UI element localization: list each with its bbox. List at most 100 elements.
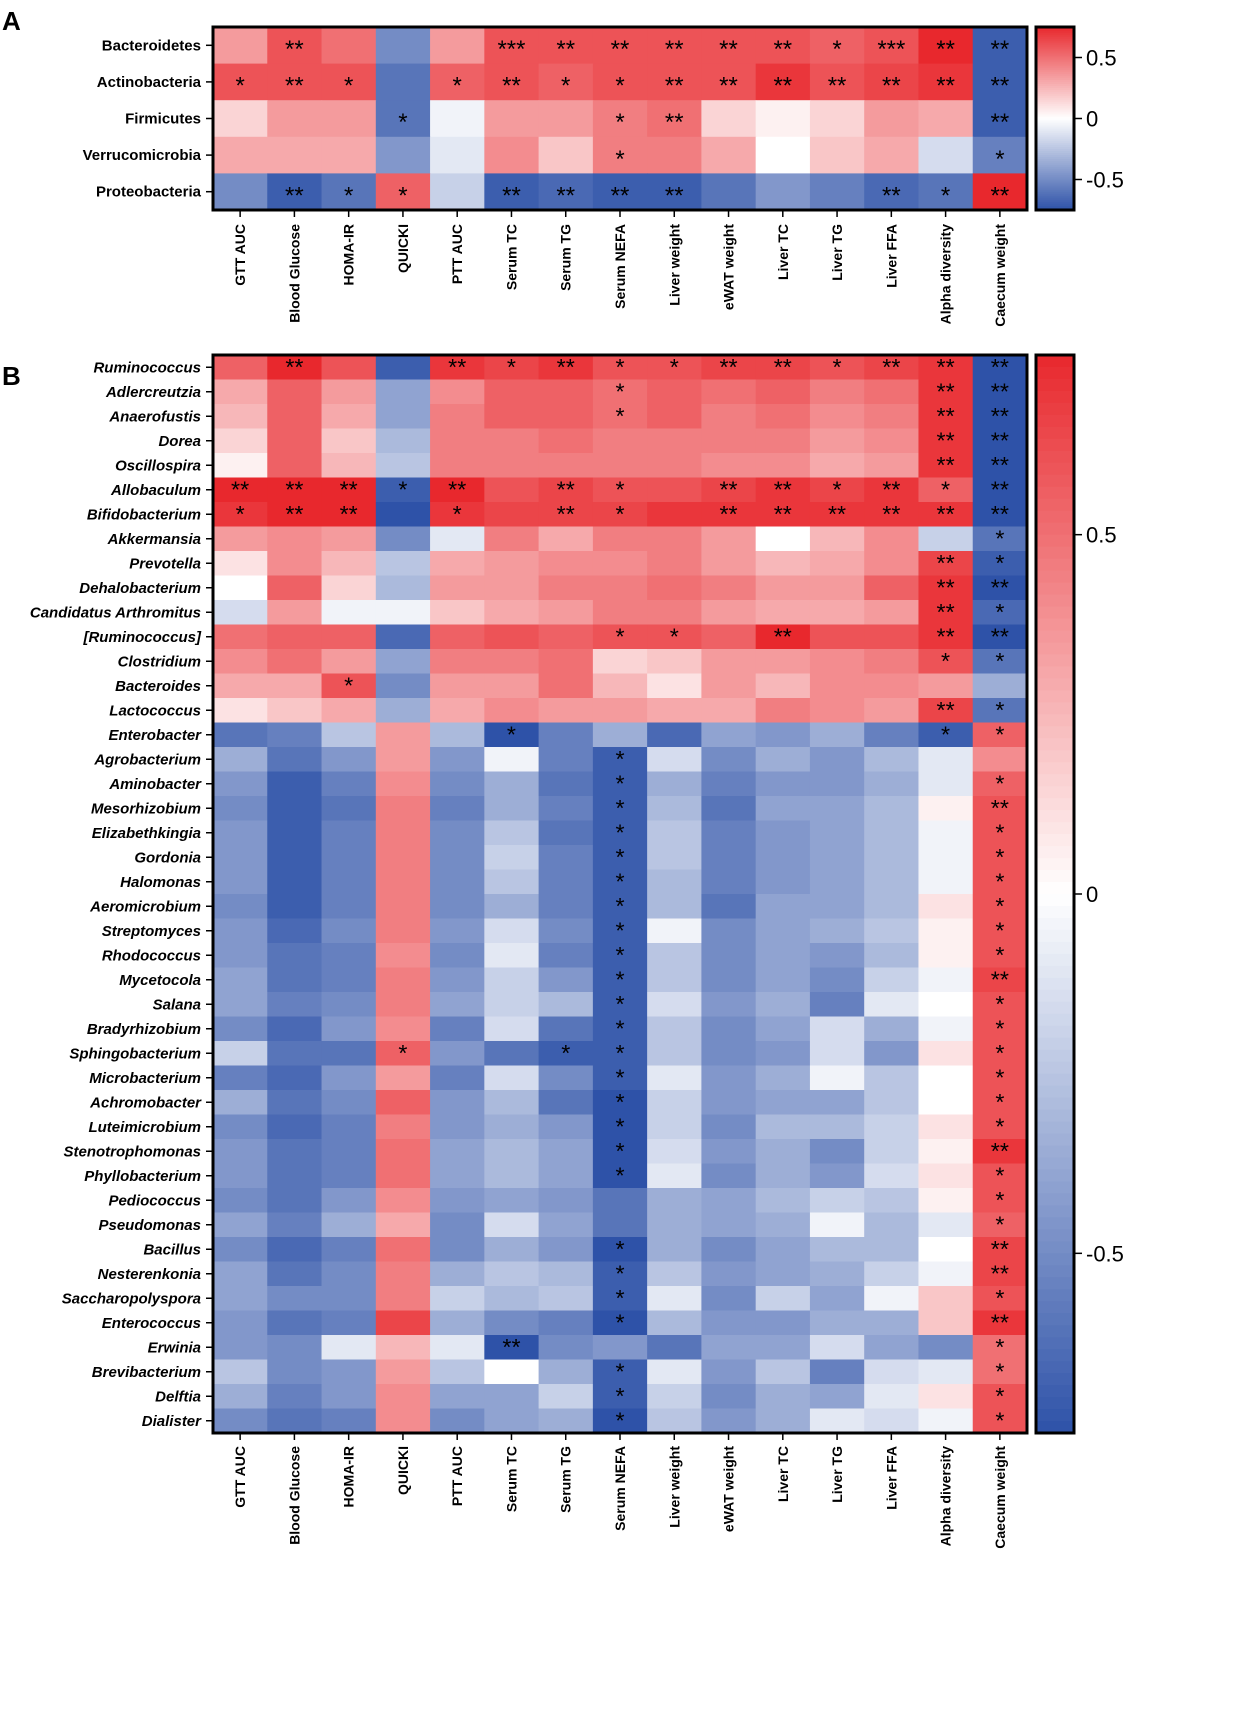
column-label: Blood Glucose bbox=[286, 1446, 302, 1545]
heatmap-cell bbox=[430, 100, 485, 138]
heatmap-cell bbox=[321, 673, 377, 699]
significance-stars: * bbox=[615, 1408, 624, 1434]
heatmap-cell bbox=[647, 428, 702, 454]
heatmap-cell bbox=[267, 698, 323, 724]
heatmap-cell bbox=[809, 526, 865, 552]
heatmap-cell bbox=[375, 747, 431, 773]
row-label: Delftia bbox=[155, 1388, 201, 1405]
heatmap-cell bbox=[484, 27, 540, 65]
significance-stars: * bbox=[615, 746, 624, 772]
heatmap-cell bbox=[864, 477, 920, 503]
significance-stars: ** bbox=[882, 73, 901, 100]
colorbar-segment bbox=[1036, 1073, 1074, 1087]
significance-stars: * bbox=[941, 477, 950, 503]
heatmap-cell bbox=[809, 1163, 865, 1189]
heatmap-cell bbox=[213, 1016, 268, 1042]
heatmap-cell bbox=[484, 63, 540, 101]
heatmap-cell bbox=[430, 63, 485, 101]
heatmap-cell bbox=[918, 551, 974, 577]
heatmap-cell bbox=[864, 453, 920, 479]
significance-stars: * bbox=[615, 942, 624, 968]
significance-stars: ** bbox=[556, 182, 575, 209]
colorbar-segment bbox=[1036, 546, 1074, 560]
heatmap-cell bbox=[809, 1384, 865, 1410]
heatmap-cell bbox=[484, 1408, 540, 1434]
significance-stars: * bbox=[995, 1408, 1004, 1434]
colorbar-segment bbox=[1036, 474, 1074, 488]
heatmap-cell bbox=[484, 1359, 540, 1385]
heatmap-cell bbox=[484, 796, 540, 822]
heatmap-cell bbox=[647, 624, 702, 650]
heatmap-cell bbox=[213, 918, 268, 944]
significance-stars: ** bbox=[828, 73, 847, 100]
row-label: Agrobacterium bbox=[93, 751, 201, 768]
colorbar-segment bbox=[1036, 630, 1074, 644]
column-label: Caecum weight bbox=[992, 224, 1008, 327]
heatmap-cell bbox=[213, 551, 268, 577]
significance-stars: ** bbox=[937, 575, 955, 601]
colorbar-segment bbox=[1036, 1253, 1074, 1266]
heatmap-cell bbox=[809, 63, 865, 101]
column-label: Liver TG bbox=[829, 1446, 845, 1503]
heatmap-cell bbox=[755, 1359, 811, 1385]
heatmap-cell bbox=[809, 575, 865, 601]
heatmap-cell bbox=[592, 453, 648, 479]
heatmap-cell bbox=[213, 673, 268, 699]
column-label: Liver TG bbox=[829, 224, 845, 281]
heatmap-cell bbox=[592, 526, 648, 552]
colorbar-segment bbox=[1036, 73, 1074, 77]
colorbar-segment bbox=[1036, 110, 1074, 113]
significance-stars: * bbox=[832, 36, 841, 63]
column-label: Serum TC bbox=[503, 224, 519, 290]
row-label: Verrucomicrobia bbox=[83, 147, 202, 164]
significance-stars: * bbox=[615, 1114, 624, 1140]
heatmap-cell bbox=[918, 502, 974, 528]
colorbar-segment bbox=[1036, 1109, 1074, 1123]
row-label: Pseudomonas bbox=[98, 1217, 201, 1234]
heatmap-cell bbox=[972, 136, 1028, 174]
heatmap-cell bbox=[972, 698, 1028, 724]
heatmap-cell bbox=[213, 100, 268, 138]
colorbar-tick-label: -0.5 bbox=[1086, 1241, 1124, 1266]
heatmap-cell bbox=[809, 600, 865, 626]
row-label: Nesterenkonia bbox=[98, 1266, 201, 1283]
heatmap-cell bbox=[267, 1139, 323, 1165]
heatmap-cell bbox=[701, 1237, 757, 1263]
heatmap-cell bbox=[592, 624, 648, 650]
heatmap-cell bbox=[484, 820, 540, 846]
heatmap-cell bbox=[213, 1114, 268, 1140]
heatmap-cell bbox=[267, 722, 323, 748]
heatmap-cell bbox=[430, 1408, 485, 1434]
heatmap-cell bbox=[267, 1041, 323, 1067]
heatmap-cell bbox=[864, 820, 920, 846]
significance-stars: * bbox=[615, 918, 624, 944]
heatmap-cell bbox=[213, 1041, 268, 1067]
heatmap-cell bbox=[375, 698, 431, 724]
heatmap-cell bbox=[864, 967, 920, 993]
heatmap-cell bbox=[321, 943, 377, 969]
heatmap-cell bbox=[430, 1261, 485, 1287]
heatmap-cell bbox=[375, 796, 431, 822]
heatmap-cell bbox=[755, 1188, 811, 1214]
heatmap-cell bbox=[647, 1139, 702, 1165]
heatmap-cell bbox=[484, 502, 540, 528]
row-label: Gordonia bbox=[134, 849, 201, 866]
heatmap-cell bbox=[484, 428, 540, 454]
heatmap-cell bbox=[213, 1163, 268, 1189]
significance-stars: ** bbox=[937, 624, 955, 650]
heatmap-cell bbox=[647, 355, 702, 381]
significance-stars: ** bbox=[882, 477, 900, 503]
heatmap-cell bbox=[592, 649, 648, 675]
heatmap-cell bbox=[484, 747, 540, 773]
heatmap-cell bbox=[755, 173, 811, 211]
significance-stars: * bbox=[670, 624, 679, 650]
row-label: Bacillus bbox=[143, 1241, 201, 1258]
significance-stars: ** bbox=[285, 182, 304, 209]
heatmap-cell bbox=[538, 1090, 594, 1116]
heatmap-cell bbox=[321, 1212, 377, 1238]
heatmap-cell bbox=[375, 943, 431, 969]
heatmap-cell bbox=[755, 600, 811, 626]
heatmap-cell bbox=[430, 453, 485, 479]
significance-stars: * bbox=[615, 1065, 624, 1091]
heatmap-cell bbox=[484, 1065, 540, 1091]
